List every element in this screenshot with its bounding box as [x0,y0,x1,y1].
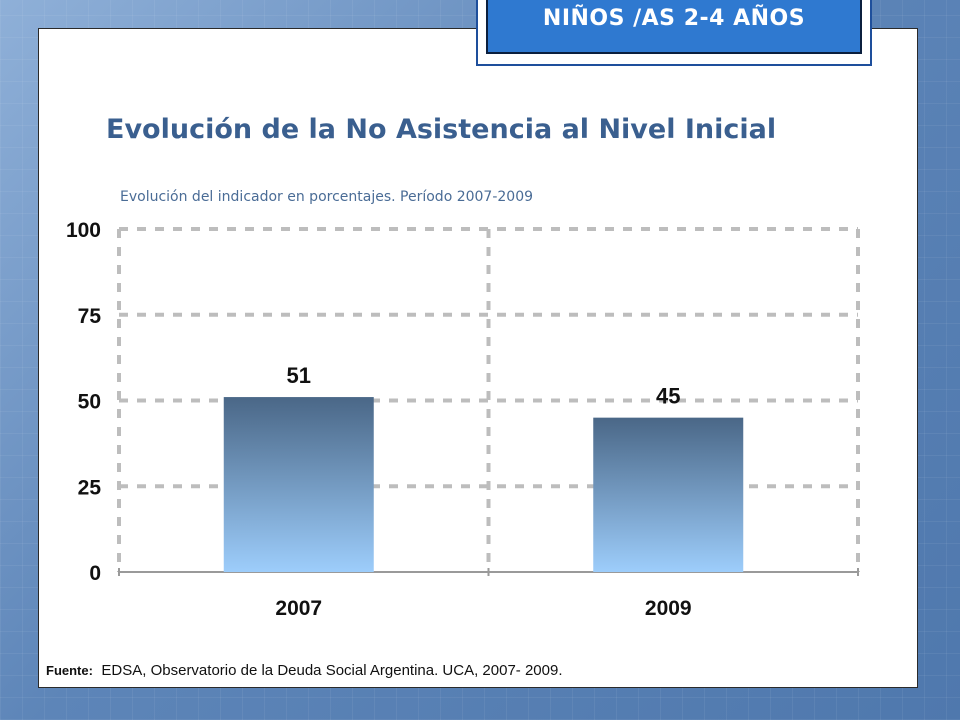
section-badge-label: NIÑOS /AS 2-4 AÑOS [486,0,862,54]
chart-subtitle: Evolución del indicador en porcentajes. … [120,189,534,205]
category-label-2007: 2007 [275,597,322,620]
source-note: Fuente: EDSA, Observatorio de la Deuda S… [46,662,563,680]
chart-title: Evolución de la No Asistencia al Nivel I… [106,114,777,145]
data-label-2009: 45 [656,384,680,409]
data-label-2007: 51 [287,363,311,388]
bar-2009 [593,417,744,572]
y-tick-label: 25 [78,476,102,499]
section-badge: NIÑOS /AS 2-4 AÑOS [476,0,872,66]
y-tick-label: 75 [78,305,102,328]
y-tick-label: 50 [78,391,101,414]
source-text: EDSA, Observatorio de la Deuda Social Ar… [101,662,563,679]
slide-panel [38,28,918,688]
source-label: Fuente: [46,663,93,678]
y-tick-label: 100 [66,219,101,242]
category-label-2009: 2009 [645,597,692,620]
y-tick-label: 0 [89,562,101,585]
bar-2007 [223,397,374,572]
